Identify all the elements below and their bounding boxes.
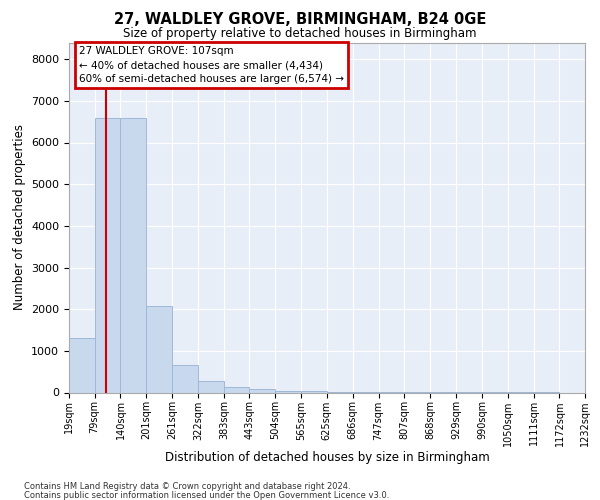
Bar: [172, 366, 198, 392]
Text: 27 WALDLEY GROVE: 107sqm
← 40% of detached houses are smaller (4,434)
60% of sem: 27 WALDLEY GROVE: 107sqm ← 40% of detach…: [79, 46, 344, 84]
Bar: [198, 381, 224, 392]
Bar: [224, 387, 250, 392]
Bar: [250, 390, 275, 392]
Bar: [121, 118, 146, 392]
Y-axis label: Number of detached properties: Number of detached properties: [13, 124, 26, 310]
Text: 27, WALDLEY GROVE, BIRMINGHAM, B24 0GE: 27, WALDLEY GROVE, BIRMINGHAM, B24 0GE: [114, 12, 486, 28]
Text: Contains public sector information licensed under the Open Government Licence v3: Contains public sector information licen…: [24, 490, 389, 500]
X-axis label: Distribution of detached houses by size in Birmingham: Distribution of detached houses by size …: [164, 451, 490, 464]
Bar: [69, 338, 95, 392]
Text: Size of property relative to detached houses in Birmingham: Size of property relative to detached ho…: [123, 28, 477, 40]
Bar: [275, 390, 301, 392]
Bar: [146, 306, 172, 392]
Bar: [95, 118, 121, 392]
Text: Contains HM Land Registry data © Crown copyright and database right 2024.: Contains HM Land Registry data © Crown c…: [24, 482, 350, 491]
